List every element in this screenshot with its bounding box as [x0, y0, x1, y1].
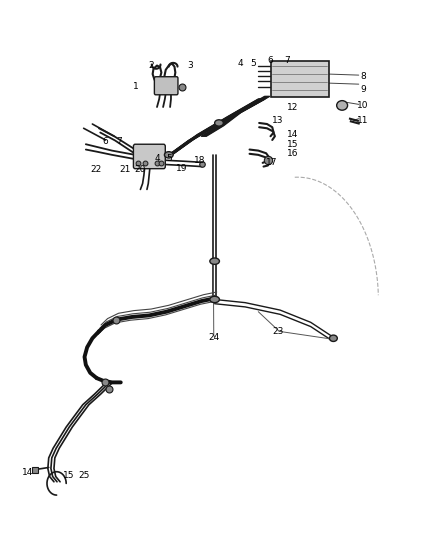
Ellipse shape: [337, 101, 348, 110]
Text: 23: 23: [272, 327, 284, 336]
Text: 4: 4: [154, 154, 160, 163]
Ellipse shape: [329, 335, 337, 342]
Text: 5: 5: [166, 154, 172, 163]
Text: 25: 25: [78, 471, 89, 480]
Text: 2: 2: [148, 61, 154, 70]
Ellipse shape: [210, 296, 219, 303]
Text: 10: 10: [357, 101, 369, 110]
Text: 19: 19: [176, 164, 187, 173]
Text: 14: 14: [22, 468, 33, 477]
Text: 5: 5: [250, 59, 256, 68]
Text: 22: 22: [90, 165, 102, 174]
Ellipse shape: [215, 120, 223, 126]
Text: 20: 20: [135, 165, 146, 174]
Text: 4: 4: [237, 59, 243, 68]
Text: 7: 7: [117, 137, 122, 146]
Text: 15: 15: [286, 140, 298, 149]
Text: 3: 3: [188, 61, 194, 70]
Text: 17: 17: [265, 158, 277, 167]
Text: 8: 8: [360, 71, 366, 80]
Ellipse shape: [210, 258, 219, 264]
Text: 6: 6: [268, 56, 273, 64]
Text: 6: 6: [102, 137, 108, 146]
Text: 13: 13: [272, 116, 284, 125]
Text: 15: 15: [63, 471, 74, 480]
Text: 14: 14: [286, 130, 298, 139]
Text: 9: 9: [360, 85, 366, 94]
FancyBboxPatch shape: [154, 77, 178, 95]
FancyBboxPatch shape: [134, 144, 165, 168]
Text: 7: 7: [284, 56, 290, 64]
Text: 16: 16: [286, 149, 298, 158]
Text: 21: 21: [120, 165, 131, 174]
Text: 12: 12: [286, 102, 298, 111]
Text: 1: 1: [133, 82, 139, 91]
FancyBboxPatch shape: [271, 61, 329, 98]
Text: 18: 18: [194, 156, 205, 165]
Ellipse shape: [164, 152, 173, 158]
Text: 11: 11: [357, 116, 369, 125]
Text: 24: 24: [208, 333, 219, 342]
